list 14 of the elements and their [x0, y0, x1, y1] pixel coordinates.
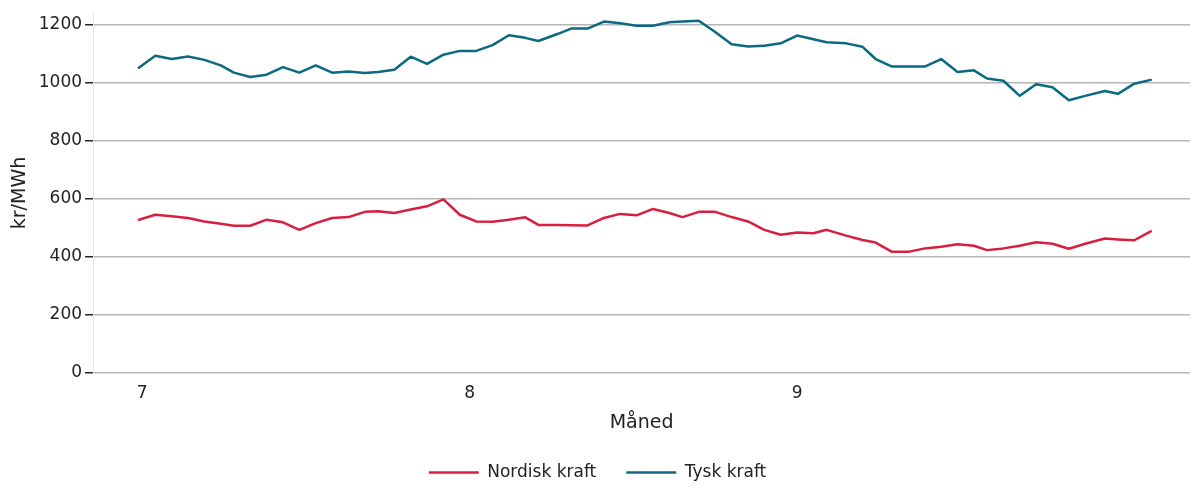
y-tick-label: 600 — [49, 187, 83, 208]
x-tick-label: 9 — [791, 382, 803, 403]
y-tick-label: 400 — [49, 245, 83, 266]
x-tick-label: 8 — [464, 382, 476, 403]
y-tick-label: 1200 — [38, 13, 83, 34]
legend-label: Tysk kraft — [683, 460, 767, 481]
x-axis-title: Måned — [609, 409, 674, 432]
y-tick-label: 0 — [71, 361, 83, 382]
y-tick-label: 1000 — [38, 71, 83, 92]
x-tick-label: 7 — [136, 382, 148, 403]
legend-label: Nordisk kraft — [487, 460, 597, 481]
y-tick-label: 800 — [49, 129, 83, 150]
y-axis-title: kr/MWh — [7, 156, 30, 230]
y-tick-label: 200 — [49, 303, 83, 324]
